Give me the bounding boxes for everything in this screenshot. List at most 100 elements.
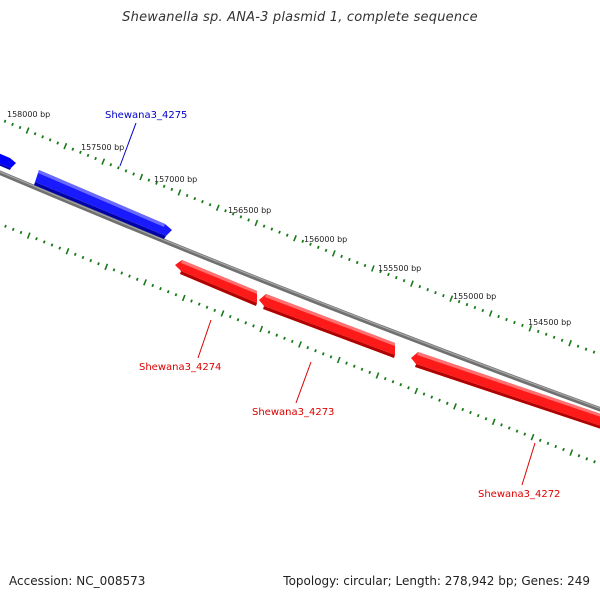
tick-minor [290,339,294,344]
tick-major [181,294,186,302]
tick-minor [213,308,217,313]
tick-minor [301,239,305,243]
gene-label-4274[interactable]: Shewana3_4274 [139,362,221,373]
tick-minor [275,333,279,337]
tick-label: 155000 bp [453,292,496,301]
tick-major [453,403,457,410]
gene-shewana3-4274[interactable] [175,260,257,306]
tick-minor [391,380,395,384]
gene-shewana3-4275[interactable] [34,170,172,239]
tick-major [568,339,572,347]
tick-minor [147,178,151,182]
tick-minor [476,413,480,418]
leader-line-4272 [521,442,536,486]
tick-major [101,158,106,165]
tick-minor [190,299,193,303]
tick-minor [352,364,356,368]
tick-minor [162,184,166,188]
tick-major [449,295,454,302]
tick-minor [11,227,15,232]
tick-minor [422,392,426,396]
tick-minor [201,199,204,204]
tick-minor [593,460,596,464]
tick-minor [73,252,77,256]
tick-major [298,341,302,348]
leader-line-4274 [197,319,212,359]
tick-minor [174,293,178,297]
gene-forward-partial[interactable] [0,152,16,170]
tick-major [414,387,419,395]
tick-labels: 158000 bp 157500 bp 157000 bp 156500 bp … [7,110,571,327]
tick-minor [135,277,139,281]
tick-major [488,310,493,317]
tick-minor [394,275,398,280]
tick-minor [484,417,488,421]
tick-minor [58,246,62,250]
tick-minor [132,172,136,176]
tick-major [375,372,380,379]
tick-major [177,189,182,196]
tick-minor [513,320,516,325]
tick-major [491,418,496,426]
gene-shewana3-4273[interactable] [259,294,395,358]
tick-minor [314,349,317,353]
tick-minor [244,321,248,325]
tick-minor [577,454,581,458]
tick-minor [585,457,589,461]
tick-label: 156000 bp [304,235,347,244]
tick-minor [42,240,46,244]
tick-minor [481,308,485,313]
tick-minor [41,135,45,139]
gene-label-4272[interactable]: Shewana3_4272 [478,489,560,500]
tick-minor [262,224,266,228]
sequence-backbone-highlight [0,171,600,409]
tick-row-inner [4,224,596,464]
tick-label: 154500 bp [528,318,571,327]
tick-minor [515,429,519,433]
tick-minor [500,423,503,427]
tick-minor [208,203,212,207]
tick-minor [270,227,274,231]
tick-minor [120,271,124,275]
tick-major [139,173,144,181]
tick-major [410,280,414,287]
tick-minor [418,284,422,289]
tick-major [220,310,225,317]
tick-minor [236,318,240,322]
tick-minor [252,324,255,328]
tick-minor [267,330,271,334]
tick-minor [170,187,174,192]
tick-minor [48,138,52,142]
gene-shewana3-4272[interactable] [411,352,600,430]
tick-label: 158000 bp [7,110,50,119]
tick-major [569,449,574,456]
tick-minor [345,361,348,365]
tick-minor [355,260,359,265]
tick-major [26,232,31,239]
tick-major [259,325,264,333]
tick-minor [112,268,116,272]
tick-minor [473,305,477,310]
tick-minor [224,209,227,213]
tick-minor [228,314,232,319]
tick-minor [56,141,60,145]
tick-minor [166,290,170,294]
gene-label-4273[interactable]: Shewana3_4273 [252,407,334,418]
tick-minor [329,355,333,359]
tick-minor [368,370,372,375]
tick-minor [442,293,445,298]
tick-minor [552,335,556,339]
tick-minor [505,317,508,322]
tick-minor [247,218,250,222]
gene-label-4275[interactable]: Shewana3_4275 [105,110,187,121]
tick-minor [35,237,38,241]
tick-major [254,219,259,227]
tick-minor [316,245,320,250]
tick-major [331,250,336,257]
tick-label: 157500 bp [81,143,124,152]
tick-label: 156500 bp [228,206,271,215]
tick-minor [71,147,75,151]
tick-minor [151,283,155,288]
